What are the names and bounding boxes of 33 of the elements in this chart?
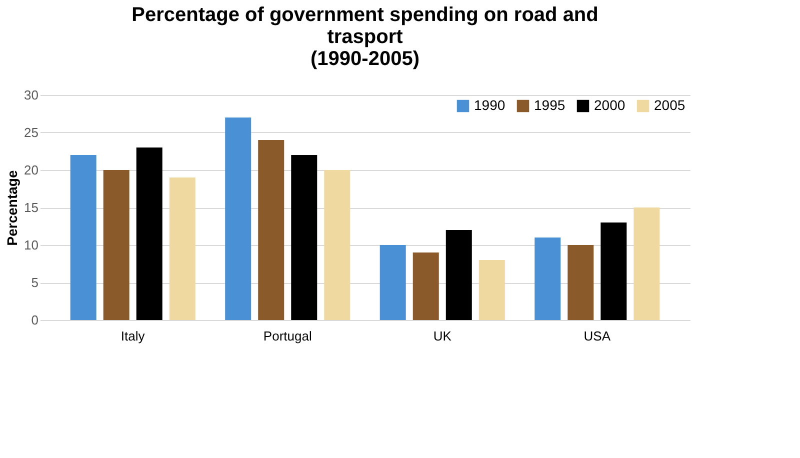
bar [70,155,96,320]
bar [103,170,130,320]
bar [225,118,252,320]
legend-label: 2000 [594,97,626,113]
bar [478,260,505,320]
y-tick-label: 25 [24,125,38,140]
y-axis-title: Percentage [4,170,20,246]
legend-label: 2005 [654,97,686,113]
y-tick-label: 15 [24,200,38,215]
bar [600,222,627,320]
bar [324,170,350,320]
bar [634,208,660,320]
bar [136,148,162,320]
chart-title: Percentage of government spending on road and trasport (1990-2005) [132,4,598,70]
y-tick-label: 10 [24,238,38,252]
bar [568,245,594,320]
bar [169,178,196,320]
y-tick-label: 30 [24,88,38,102]
y-tick-label: 20 [24,162,38,178]
y-tick-label: 0 [31,312,38,328]
x-tick-label: Italy [120,328,146,344]
bar [446,230,472,320]
x-tick-label: UK [433,328,452,344]
x-tick-label: Portugal [263,328,312,344]
bar [258,140,284,320]
x-tick-label: USA [584,328,611,344]
bar [291,155,318,320]
legend-label: 1995 [534,97,566,113]
legend-label: 1990 [474,97,506,113]
bar [412,252,439,320]
y-tick-label: 5 [31,275,38,290]
bar [380,245,406,320]
bar [534,238,561,320]
